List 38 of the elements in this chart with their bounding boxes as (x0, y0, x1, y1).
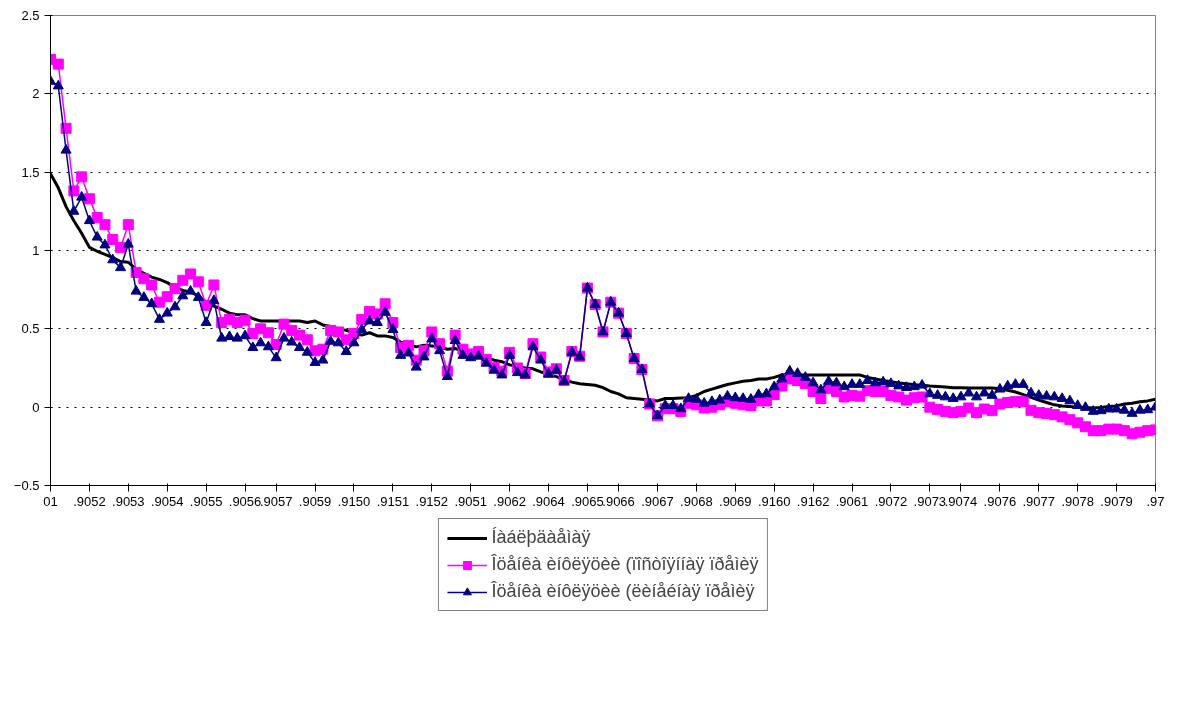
x-tick-label: .9150 (337, 493, 371, 509)
y-tick-label: 2 (32, 86, 40, 102)
x-tick-label: .9078 (1061, 493, 1094, 509)
x-tick-label: .9054 (150, 493, 184, 509)
x-tick-label: .9068 (680, 493, 713, 509)
x-tick-label: .9076 (983, 493, 1017, 509)
x-tick-label: .9064 (532, 493, 565, 509)
x-tick-label: .9160 (757, 493, 791, 509)
x-tick-label: .9065 (571, 493, 604, 509)
x-tick-label: .9051 (454, 493, 487, 509)
x-tick-label: .9069 (719, 493, 752, 509)
x-tick-label: .9072 (874, 493, 908, 509)
x-tick-label: .9067 (641, 493, 674, 509)
x-tick-label: .9052 (73, 493, 106, 509)
x-tick-label: .9059 (298, 493, 332, 509)
x-tick-label: .9152 (415, 493, 449, 509)
x-tick-label: .9162 (796, 493, 830, 509)
x-tick-label: .9055 (189, 493, 223, 509)
x-tick-label: .9066 (602, 493, 635, 509)
x-tick-label: .9053 (112, 493, 145, 509)
x-tick-label: .9077 (1022, 493, 1056, 509)
x-tick-label: .9056 (228, 493, 262, 509)
x-tick-label: .9079 (1100, 493, 1133, 509)
y-tick-label: 1 (32, 243, 40, 258)
legend-label: Îöåíêà èíôëÿöèè (ëèíåéíàÿ ïðåìèÿ (491, 581, 755, 602)
x-tick-label: .9073 (913, 493, 947, 509)
x-tick-label: .97 (1146, 493, 1165, 509)
y-tick-label: 0 (32, 399, 40, 415)
y-tick-label: −0.5 (13, 478, 40, 493)
y-tick-label: 1.5 (21, 164, 40, 180)
x-tick-label: 01 (43, 493, 58, 509)
legend-label: Íàáëþäàåìàÿ (491, 527, 591, 548)
x-tick-label: .9151 (376, 493, 410, 509)
legend-label: Îöåíêà èíôëÿöèè (ïîñòîÿííàÿ ïðåìèÿ (491, 554, 759, 575)
y-tick-label: 0.5 (21, 321, 40, 337)
y-tick-label: 2.5 (21, 8, 40, 23)
x-tick-label: .9062 (493, 493, 526, 509)
x-tick-label: .9061 (835, 493, 869, 509)
